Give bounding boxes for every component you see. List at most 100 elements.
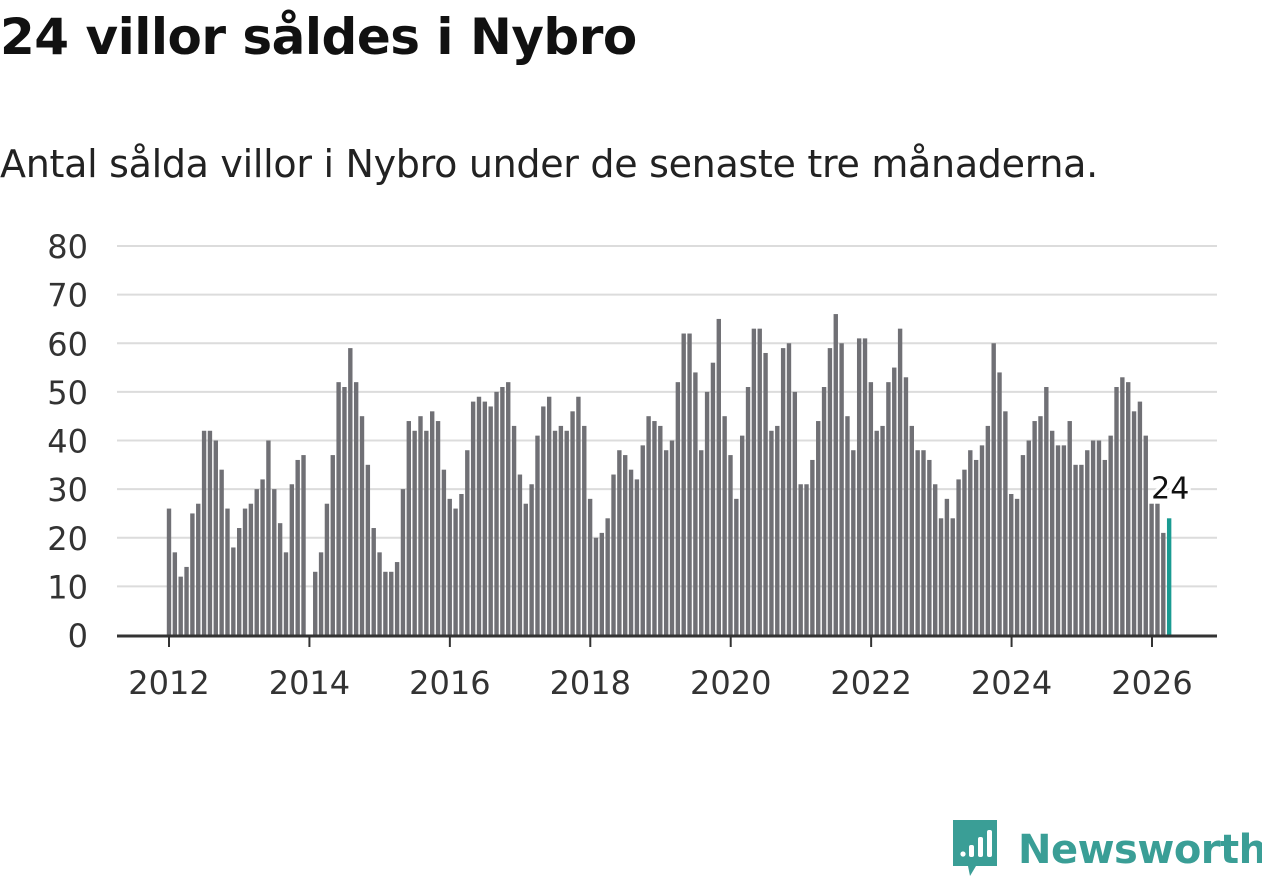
bar <box>178 576 183 635</box>
bar <box>593 537 599 635</box>
bar <box>663 450 669 635</box>
bar <box>190 513 195 635</box>
newsworthy-logo-icon <box>950 818 1000 882</box>
bar <box>242 508 248 635</box>
bar <box>1026 440 1031 635</box>
bar <box>231 547 236 635</box>
bar <box>611 474 616 635</box>
bar <box>371 528 376 635</box>
highlight-value-label: 24 <box>1151 471 1189 506</box>
bar <box>775 425 780 635</box>
y-tick-label: 20 <box>47 520 88 558</box>
bar <box>295 459 300 635</box>
bar <box>1044 387 1049 635</box>
bar <box>909 425 914 635</box>
bar <box>318 552 324 635</box>
bar <box>424 430 429 635</box>
bar <box>1161 532 1166 635</box>
bar <box>196 503 201 635</box>
bar <box>541 406 546 635</box>
x-tick-label: 2014 <box>269 664 350 702</box>
bar <box>1073 464 1078 635</box>
bar <box>330 455 335 635</box>
x-tick-label: 2022 <box>830 664 911 702</box>
bar <box>944 498 950 635</box>
bar <box>289 484 295 635</box>
bar <box>915 450 920 635</box>
bar <box>968 450 973 635</box>
bar <box>266 440 271 635</box>
bar <box>997 372 1002 635</box>
y-tick-label: 70 <box>47 277 88 315</box>
bar-highlight <box>1166 518 1172 635</box>
bar <box>979 445 985 635</box>
bar <box>394 562 400 635</box>
bar <box>1137 401 1143 635</box>
bar <box>868 382 874 635</box>
bar <box>412 430 417 635</box>
bar <box>1096 440 1102 635</box>
bar <box>658 425 663 635</box>
bar <box>851 450 856 635</box>
bar <box>283 552 289 635</box>
bar <box>722 416 727 635</box>
bar <box>827 348 833 635</box>
bar <box>763 352 768 635</box>
bar <box>348 348 353 635</box>
bar <box>1143 435 1148 635</box>
bar <box>623 455 628 635</box>
bar <box>277 523 283 635</box>
bar <box>839 343 844 635</box>
bar <box>377 552 382 635</box>
bar <box>821 387 827 635</box>
bar <box>1090 440 1096 635</box>
x-tick-label: 2024 <box>971 664 1052 702</box>
bar <box>1114 387 1119 635</box>
bar <box>1055 445 1061 635</box>
bar <box>207 430 213 635</box>
bar <box>675 382 681 635</box>
bar <box>465 450 470 635</box>
bar <box>570 411 575 635</box>
bar <box>529 484 534 635</box>
bar <box>219 469 224 635</box>
y-tick-label: 50 <box>47 374 88 412</box>
bar <box>313 571 318 635</box>
bar <box>897 328 903 635</box>
bar <box>1038 416 1043 635</box>
y-tick-label: 40 <box>47 423 88 461</box>
bar <box>1149 503 1154 635</box>
x-tick-label: 2026 <box>1111 664 1192 702</box>
bar <box>418 416 423 635</box>
bar <box>400 489 406 635</box>
bar <box>927 459 932 635</box>
bar <box>365 464 371 635</box>
bar <box>956 479 961 635</box>
bar <box>804 484 809 635</box>
bar <box>973 459 979 635</box>
bar <box>260 479 265 635</box>
bar <box>511 425 517 635</box>
bar <box>166 508 172 635</box>
bar <box>389 571 394 635</box>
bar <box>225 508 230 635</box>
bar <box>430 411 435 635</box>
bar <box>734 498 739 635</box>
bar <box>254 489 259 635</box>
bar <box>494 391 499 635</box>
bar <box>301 455 306 635</box>
bar <box>1020 455 1026 635</box>
bar <box>506 382 511 635</box>
bar <box>459 493 464 635</box>
bar <box>704 391 710 635</box>
y-tick-label: 30 <box>47 471 88 509</box>
bar <box>213 440 218 635</box>
bar <box>184 566 189 635</box>
brand-name: Newsworthy <box>1018 827 1262 873</box>
bar <box>1126 382 1131 635</box>
bar <box>669 440 675 635</box>
chart-bars <box>166 314 1172 635</box>
bar <box>798 484 803 635</box>
bar <box>892 367 897 635</box>
bar <box>272 489 277 635</box>
